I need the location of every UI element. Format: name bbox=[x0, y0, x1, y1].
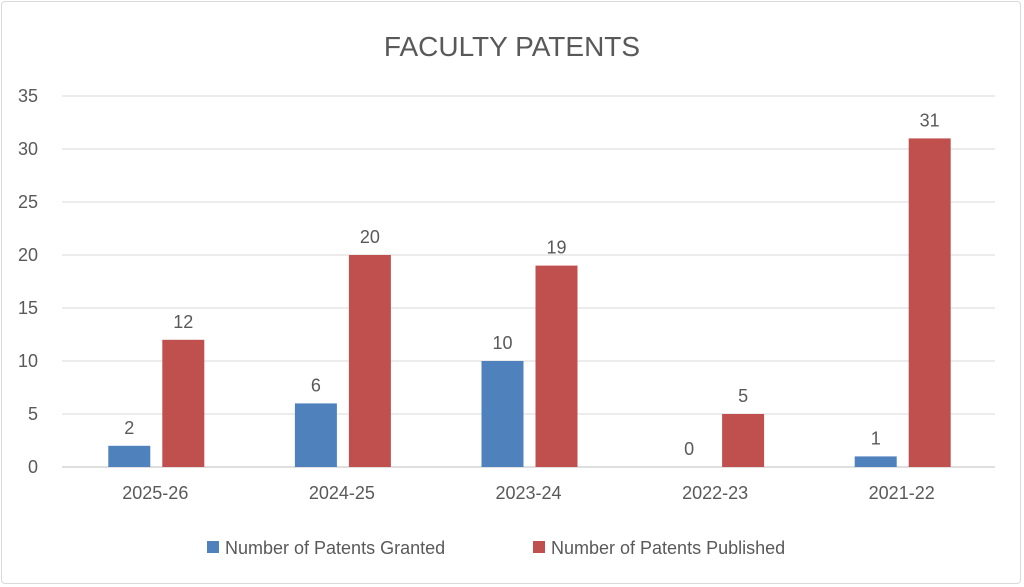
legend-swatch bbox=[533, 541, 545, 553]
legend-label: Number of Patents Published bbox=[551, 538, 785, 558]
x-tick-label: 2023-24 bbox=[495, 483, 561, 503]
data-label: 12 bbox=[173, 312, 193, 332]
bar bbox=[855, 456, 897, 467]
legend-swatch bbox=[207, 541, 219, 553]
data-label: 10 bbox=[492, 333, 512, 353]
data-label: 6 bbox=[311, 375, 321, 395]
x-axis: 2025-26 2024-25 2023-24 2022-23 2021-22 bbox=[122, 483, 934, 503]
data-label: 0 bbox=[684, 439, 694, 459]
legend: Number of Patents Granted Number of Paten… bbox=[207, 538, 785, 558]
y-tick-label: 20 bbox=[18, 245, 38, 265]
bar bbox=[536, 266, 578, 467]
y-axis: 0 5 10 15 20 25 30 35 bbox=[18, 86, 38, 477]
bar bbox=[909, 138, 951, 467]
chart-title: FACULTY PATENTS bbox=[384, 31, 640, 62]
y-tick-label: 35 bbox=[18, 86, 38, 106]
bar bbox=[295, 403, 337, 467]
y-tick-label: 0 bbox=[28, 457, 38, 477]
bar bbox=[162, 340, 204, 467]
x-tick-label: 2025-26 bbox=[122, 483, 188, 503]
bar bbox=[722, 414, 764, 467]
x-tick-label: 2021-22 bbox=[869, 483, 935, 503]
legend-label: Number of Patents Granted bbox=[225, 538, 445, 558]
y-tick-label: 15 bbox=[18, 298, 38, 318]
bar bbox=[108, 446, 150, 467]
bar bbox=[349, 255, 391, 467]
bar bbox=[482, 361, 524, 467]
y-tick-label: 10 bbox=[18, 351, 38, 371]
data-label: 2 bbox=[124, 418, 134, 438]
y-tick-label: 5 bbox=[28, 404, 38, 424]
data-label: 19 bbox=[546, 238, 566, 258]
data-label: 20 bbox=[360, 227, 380, 247]
x-tick-label: 2024-25 bbox=[309, 483, 375, 503]
y-tick-label: 30 bbox=[18, 139, 38, 159]
data-label: 31 bbox=[920, 110, 940, 130]
data-label: 1 bbox=[871, 428, 881, 448]
y-tick-label: 25 bbox=[18, 192, 38, 212]
data-label: 5 bbox=[738, 386, 748, 406]
x-tick-label: 2022-23 bbox=[682, 483, 748, 503]
